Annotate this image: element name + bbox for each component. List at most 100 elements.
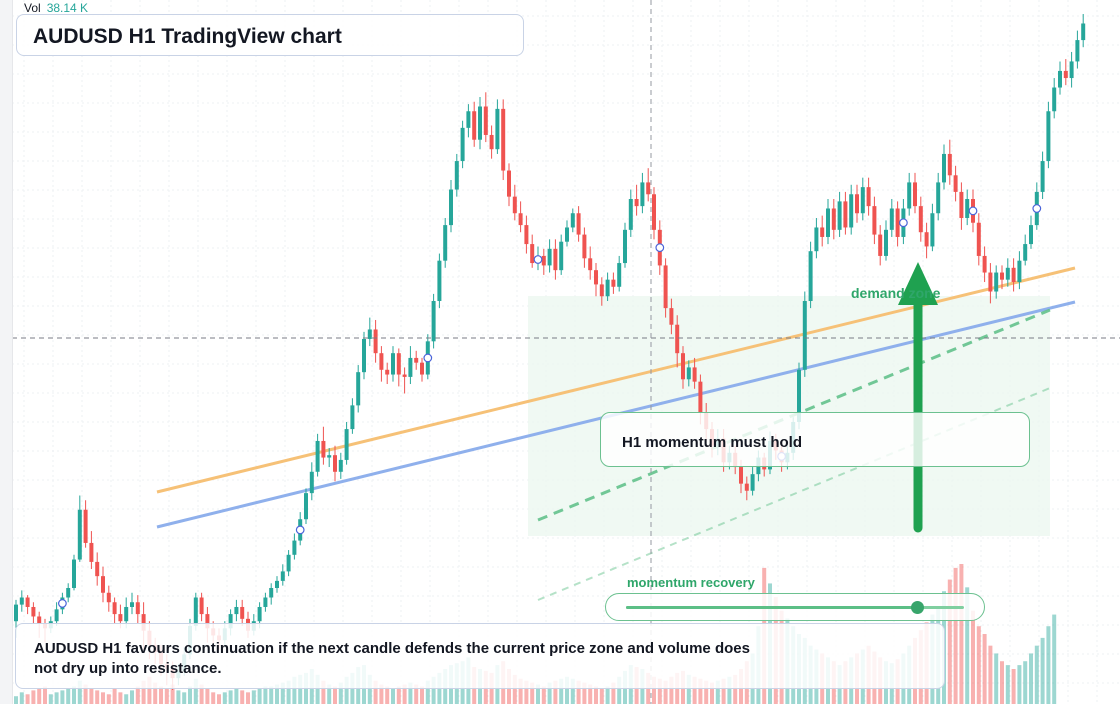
volume-bar [222, 692, 227, 704]
volume-bar [657, 678, 662, 704]
candle-body [826, 208, 830, 237]
volume-bar [965, 587, 970, 704]
volume-bar [14, 696, 18, 704]
volume-bar [66, 688, 71, 704]
volume-bar [31, 690, 36, 704]
candle-body [124, 606, 129, 622]
slider-track[interactable] [626, 601, 964, 614]
volume-bar [48, 694, 53, 704]
volume-bar [669, 676, 674, 704]
volume-bar [1052, 614, 1057, 704]
volume-bar [263, 686, 268, 704]
volume-bar [582, 682, 587, 704]
candle-body [396, 353, 401, 375]
signal-marker [295, 525, 305, 535]
signal-marker [1032, 204, 1042, 213]
volume-bar [408, 682, 413, 704]
volume-bar [1040, 637, 1045, 704]
candle-body [959, 191, 964, 218]
candle-body [321, 440, 326, 458]
volume-bar [652, 676, 656, 704]
volume-bar [275, 684, 279, 704]
volume-bar [1046, 626, 1051, 704]
candle-body [362, 338, 366, 373]
volume-bar [77, 680, 82, 704]
volume-bar [292, 676, 297, 704]
candle-body [570, 213, 575, 228]
slider-handle[interactable] [910, 601, 924, 614]
candle-body [1017, 260, 1022, 283]
candle-body [333, 455, 337, 472]
candle-body [1069, 61, 1074, 79]
volume-bar [1023, 661, 1028, 704]
volume-bar [95, 690, 100, 704]
candle-body [141, 614, 146, 631]
candle-body [866, 187, 871, 207]
candle-body [280, 571, 285, 581]
volume-bar [1011, 669, 1016, 704]
volume-bar [367, 674, 372, 704]
candle-body [1005, 267, 1010, 280]
candle-body [437, 260, 442, 302]
candle-body [808, 251, 813, 302]
volume-bar [588, 684, 593, 704]
candle-body [1075, 40, 1080, 62]
volume-bar [101, 692, 105, 704]
volume-bar [321, 680, 326, 704]
candle-body [1058, 70, 1062, 88]
price-scale-strip[interactable] [0, 0, 13, 704]
candle-body [878, 234, 883, 256]
candle-body [547, 248, 552, 266]
volume-bar [396, 686, 401, 704]
volume-value: 38.14 K [46, 1, 89, 15]
candle-body [391, 353, 395, 375]
candle-body [89, 542, 94, 562]
candle-body [820, 227, 825, 237]
candle-body [130, 602, 134, 607]
volume-bar [130, 690, 134, 704]
candle-body [240, 606, 245, 619]
volume-bar [570, 678, 575, 704]
volume-bar [727, 676, 732, 704]
chart-title: AUDUSD H1 TradingView chart [33, 25, 342, 48]
momentum-slider[interactable] [605, 593, 985, 621]
volume-bar [605, 686, 610, 704]
candle-body [478, 106, 482, 140]
volume-bar [83, 684, 88, 704]
volume-bar [72, 686, 76, 704]
candle-body [72, 559, 76, 589]
candle-body [623, 229, 627, 264]
candle-body [344, 429, 349, 460]
volume-bar [1005, 665, 1010, 704]
volume-bar [234, 688, 239, 704]
volume-bar [344, 676, 349, 704]
volume-bar [315, 674, 320, 704]
summary-card: AUDUSD H1 favours continuation if the ne… [15, 623, 945, 689]
candle-body [1029, 225, 1033, 245]
candle-body [431, 301, 436, 342]
candle-body [947, 153, 952, 176]
momentum-callout[interactable]: H1 momentum must hold [600, 412, 1030, 467]
volume-bar [205, 688, 210, 704]
candle-body [617, 263, 622, 287]
candle-body [594, 270, 598, 285]
candle-body [54, 609, 59, 622]
candle-body [739, 467, 743, 484]
slider-fill [626, 606, 917, 609]
volume-bar [391, 688, 395, 704]
volume-bar [373, 680, 378, 704]
volume-bar [721, 678, 726, 704]
candle-body [628, 199, 633, 230]
candle-body [420, 362, 424, 375]
candle-body [965, 199, 970, 218]
candle-body [936, 182, 941, 214]
candle-body [982, 255, 987, 273]
momentum-label: momentum recovery [627, 575, 755, 590]
candle-body [1063, 70, 1068, 79]
candle-body [953, 175, 958, 192]
candle-body [449, 189, 453, 226]
candle-body [686, 367, 691, 380]
candle-body [692, 367, 697, 382]
volume-bar [559, 678, 564, 704]
demand-zone-label: demand zone [851, 285, 941, 301]
